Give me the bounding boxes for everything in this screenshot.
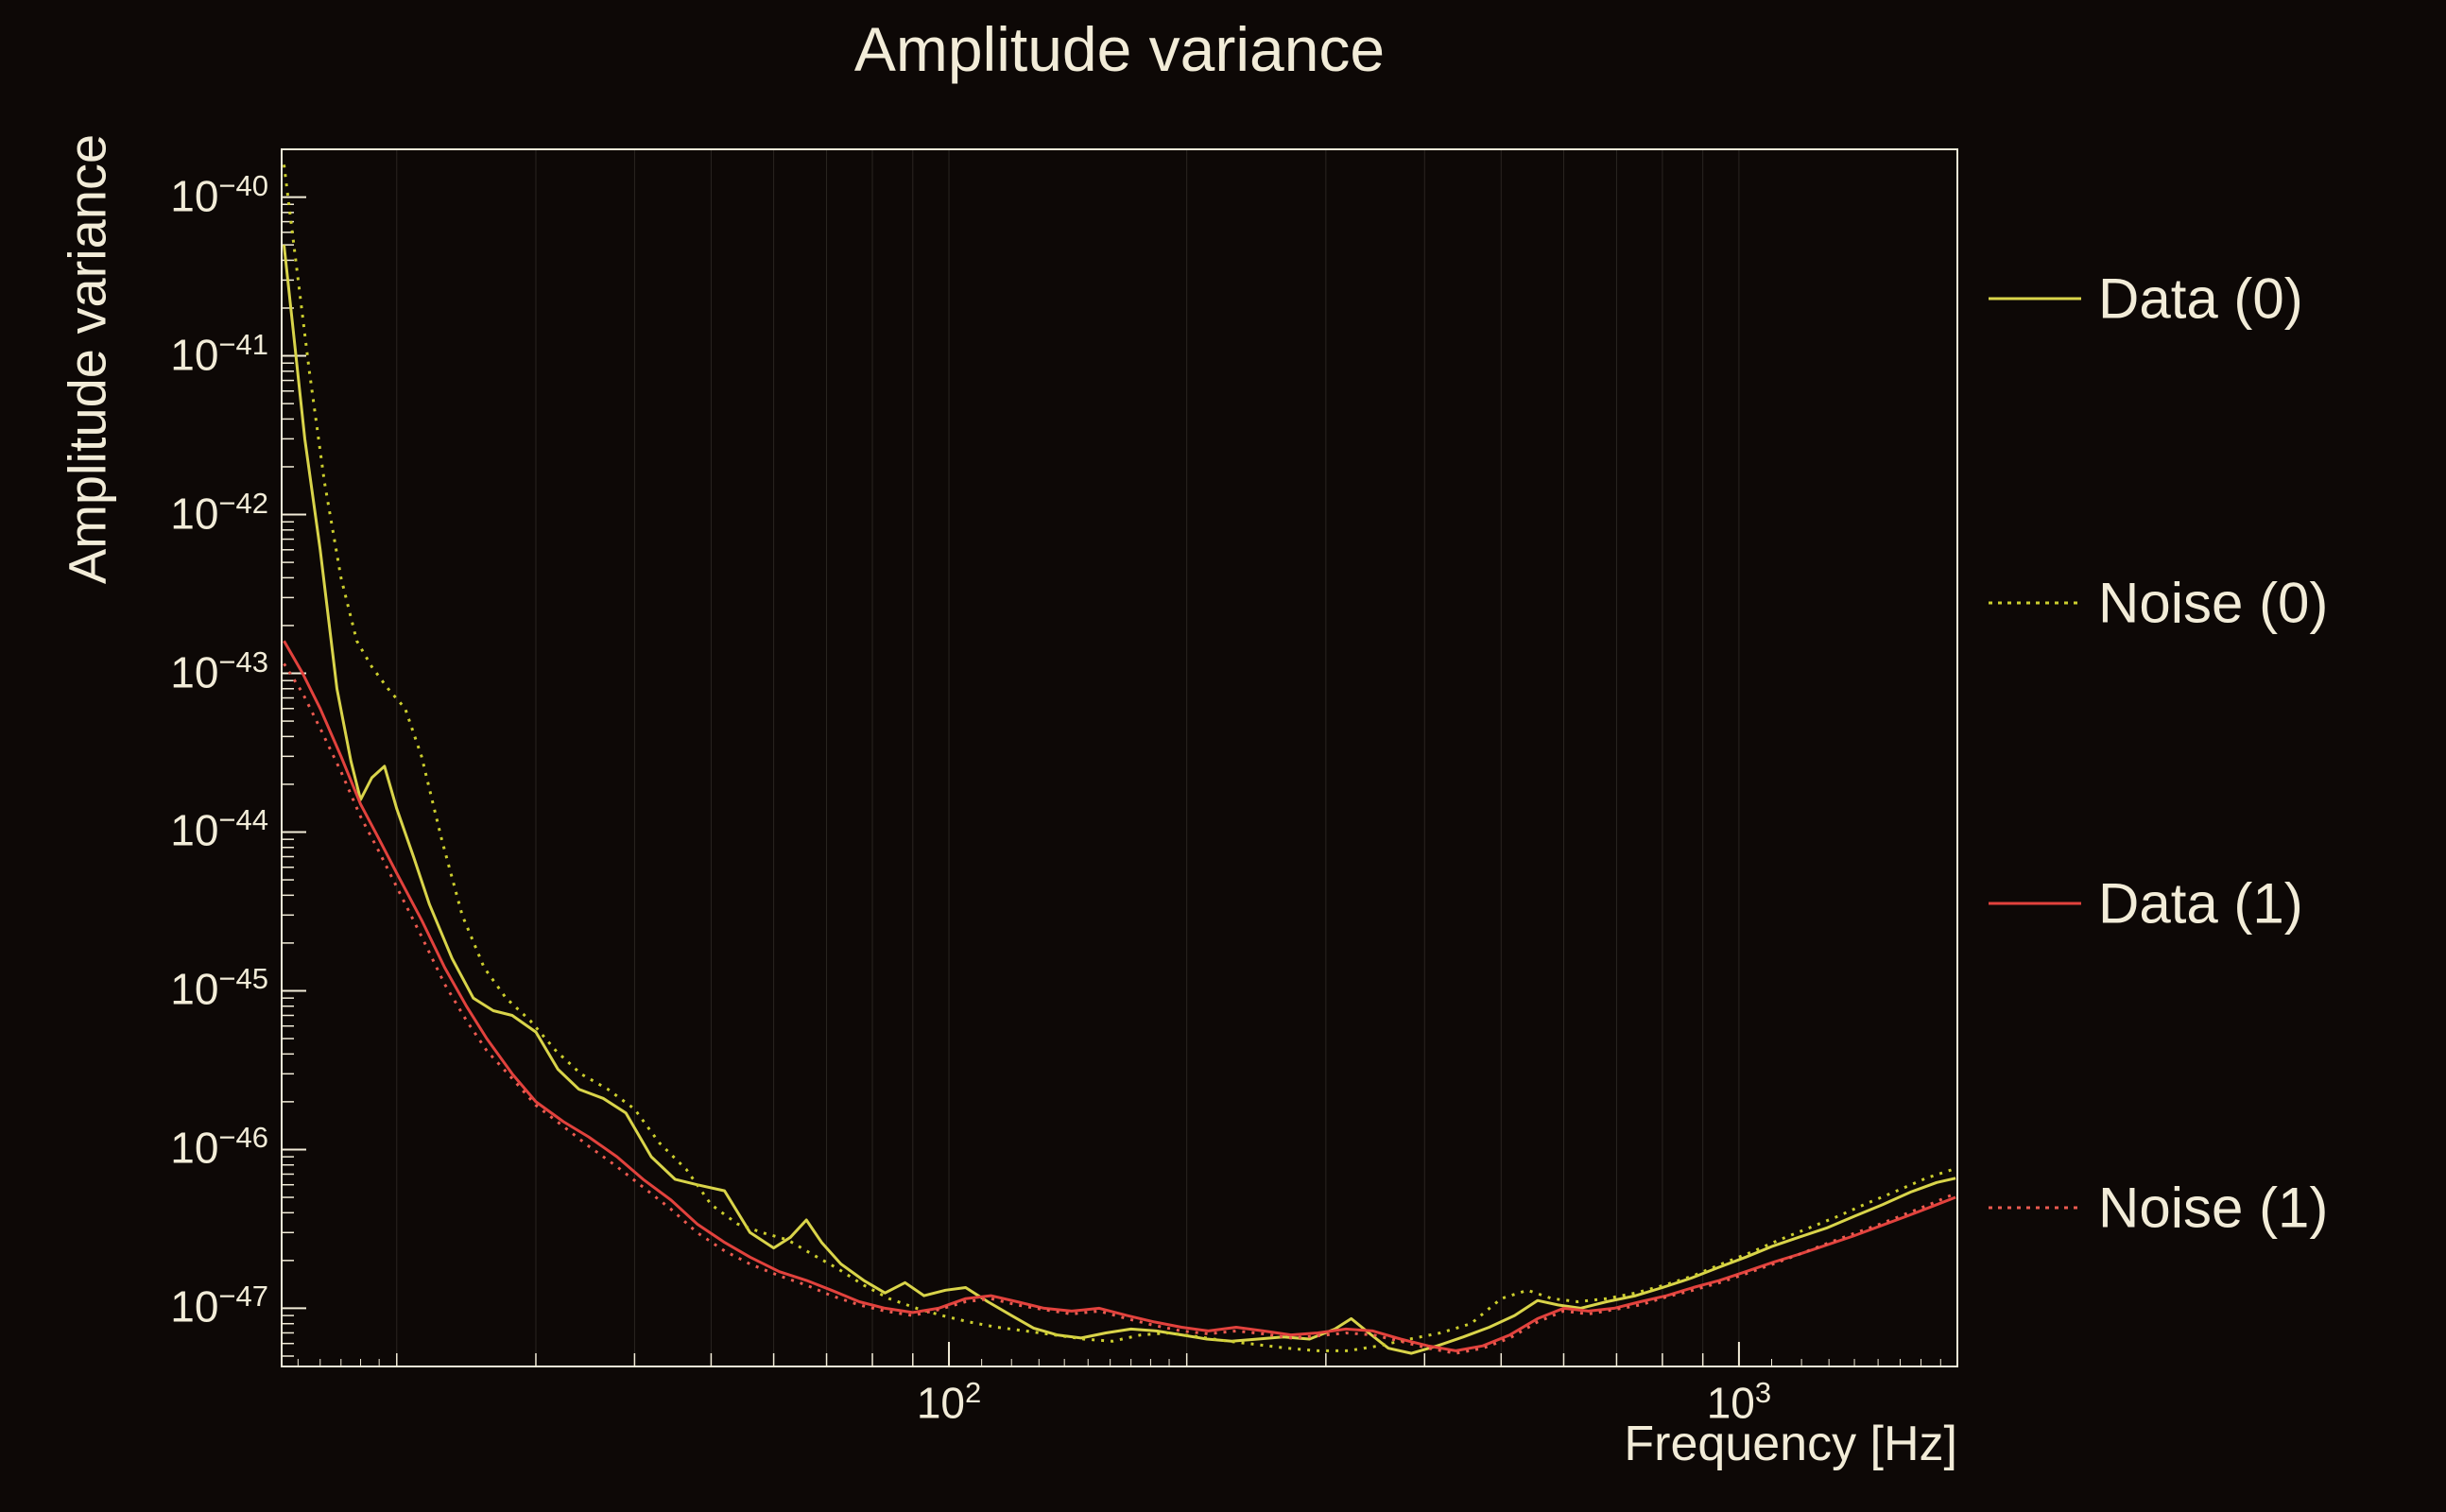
legend-label: Data (0) [2098, 266, 2303, 331]
x-tick-label: 103 [1706, 1376, 1772, 1428]
x-axis-title: Frequency [Hz] [1624, 1417, 1957, 1471]
y-tick-label: 10−41 [170, 327, 268, 379]
legend-entry-data-0: Data (0) [1989, 266, 2303, 332]
y-tick-label: 10−43 [170, 644, 268, 696]
y-tick-label: 10−45 [170, 962, 268, 1014]
y-tick-label: 10−40 [170, 168, 268, 221]
y-tick-label: 10−46 [170, 1121, 268, 1173]
legend-line-sample-dotted [1989, 1206, 2081, 1210]
x-tick-label: 102 [916, 1376, 982, 1428]
chart-title: Amplitude variance [853, 14, 1386, 84]
legend-entry-data-1: Data (1) [1989, 871, 2303, 936]
legend-line-sample-dotted [1989, 601, 2081, 605]
legend-line-sample-solid [1989, 297, 2081, 301]
legend-entry-noise-1: Noise (1) [1989, 1176, 2328, 1241]
y-tick-label: 10−47 [170, 1280, 268, 1332]
y-tick-label: 10−44 [170, 803, 268, 855]
legend-entry-noise-0: Noise (0) [1989, 571, 2328, 636]
series-line-0 [283, 244, 1956, 1355]
legend-label: Noise (0) [2098, 571, 2329, 635]
y-tick-label: 10−42 [170, 486, 268, 538]
legend-label: Data (1) [2098, 871, 2303, 936]
series-line-1 [283, 164, 1956, 1352]
legend-line-sample-solid [1989, 902, 2081, 905]
series-line-2 [283, 640, 1956, 1352]
legend-label: Noise (1) [2098, 1176, 2329, 1240]
plot-frame [281, 148, 1958, 1367]
series-line-3 [283, 662, 1956, 1355]
